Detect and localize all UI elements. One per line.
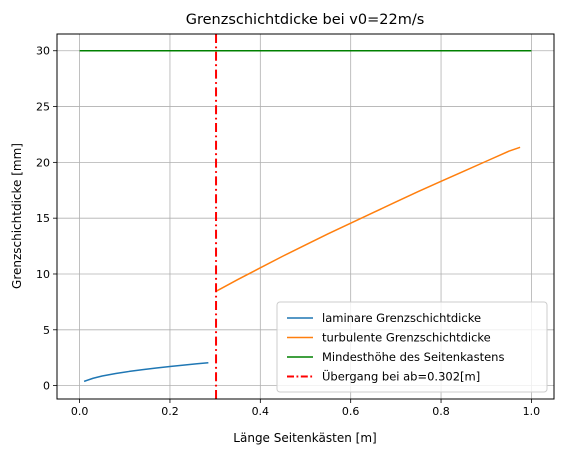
x-tick-label: 1.0 <box>523 405 541 418</box>
legend-label: Übergang bei ab=0.302[m] <box>322 368 480 384</box>
series-group <box>79 34 532 399</box>
x-tick-label: 0.4 <box>252 405 270 418</box>
y-tick-label: 20 <box>36 156 50 169</box>
y-tick-label: 30 <box>36 45 50 58</box>
x-axis-label: Länge Seitenkästen [m] <box>233 431 376 445</box>
y-tick-label: 25 <box>36 101 50 114</box>
grid <box>57 34 554 399</box>
axis-ticks: 0.0 0.2 0.4 0.6 0.8 1.0 0 5 10 15 20 25 30 <box>36 45 540 418</box>
legend-label: laminare Grenzschichtdicke <box>322 311 481 325</box>
x-tick-label: 0.8 <box>432 405 450 418</box>
y-tick-label: 10 <box>36 268 50 281</box>
y-tick-label: 5 <box>43 324 50 337</box>
x-tick-label: 0.2 <box>161 405 179 418</box>
legend-entries: laminare Grenzschichtdicke turbulente Gre… <box>287 311 504 384</box>
y-tick-label: 0 <box>43 380 50 393</box>
series-line-turbulente-grenzschichtdicke <box>215 146 521 292</box>
plot-frame <box>56 33 555 400</box>
legend: laminare Grenzschichtdicke turbulente Gre… <box>276 301 548 393</box>
x-tick-label: 0.6 <box>342 405 360 418</box>
chart-title: Grenzschichtdicke bei v0=22m/s <box>186 12 425 28</box>
series-line-laminare-grenzschichtdicke <box>83 361 209 383</box>
legend-label: Mindesthöhe des Seitenkastens <box>322 350 504 364</box>
y-axis-label: Grenzschichtdicke [mm] <box>10 143 24 289</box>
legend-label: turbulente Grenzschichtdicke <box>322 331 491 345</box>
legend-box <box>276 301 548 393</box>
x-tick-label: 0.0 <box>71 405 89 418</box>
y-tick-label: 15 <box>36 212 50 225</box>
